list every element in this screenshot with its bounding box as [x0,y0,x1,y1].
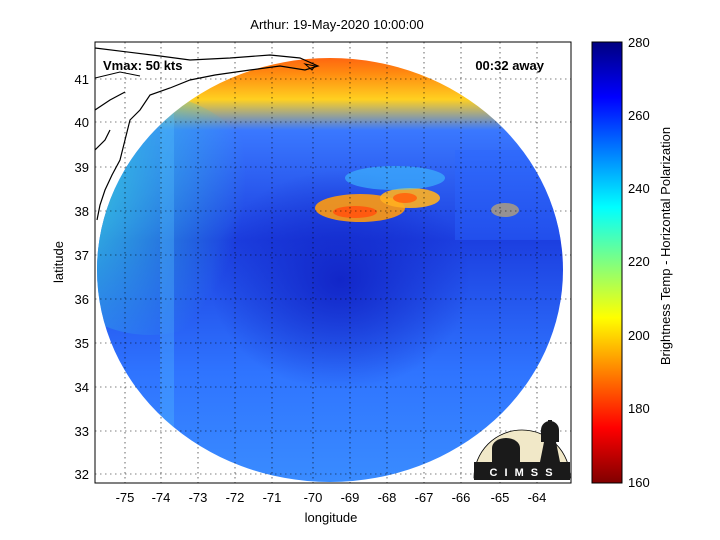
x-tick-label: -65 [491,490,510,505]
coastline-islands [95,63,316,79]
map-area: C I M S S [95,42,571,483]
y-tick-label: 34 [75,380,89,395]
figure-title: Arthur: 19-May-2020 10:00:00 [250,17,423,32]
y-tick-label: 41 [75,72,89,87]
y-tick-labels: 41 40 39 38 37 36 35 34 33 32 [75,72,89,482]
y-tick-label: 40 [75,115,89,130]
x-tick-label: -64 [528,490,547,505]
y-tick-label: 37 [75,248,89,263]
y-tick-label: 35 [75,336,89,351]
time-away-label: 00:32 away [475,58,544,73]
brightness-temp-swath [97,58,563,482]
colorbar-tick-label: 180 [628,401,650,416]
colorbar-label: Brightness Temp - Horizontal Polarizatio… [658,127,673,365]
x-tick-label: -74 [152,490,171,505]
x-tick-label: -66 [452,490,471,505]
logo-text: C I M S S [489,467,554,479]
x-tick-label: -68 [378,490,397,505]
x-tick-label: -72 [226,490,245,505]
y-axis-label: latitude [51,241,66,283]
colorbar-tick-labels: 280 260 240 220 200 180 160 [628,35,650,490]
colorbar-tick-label: 240 [628,181,650,196]
grid-lines [95,42,571,483]
x-tick-label: -75 [116,490,135,505]
axes-frame [94,41,572,484]
colorbar-tick-label: 200 [628,328,650,343]
x-tick-label: -71 [263,490,282,505]
colorbar-tick-label: 280 [628,35,650,50]
observatory-icon [492,438,520,462]
x-axis-label: longitude [305,510,358,525]
y-tick-label: 39 [75,160,89,175]
x-tick-label: -70 [304,490,323,505]
y-tick-label: 38 [75,204,89,219]
colorbar-tick-label: 160 [628,475,650,490]
water-tower-icon [540,420,560,462]
x-tick-label: -69 [341,490,360,505]
colorbar [591,41,623,484]
y-tick-label: 36 [75,292,89,307]
x-tick-label: -67 [415,490,434,505]
y-tick-label: 32 [75,467,89,482]
vmax-label: Vmax: 50 kts [103,58,183,73]
coastline [95,47,320,221]
cimss-logo: C I M S S [473,420,571,480]
x-tick-label: -73 [189,490,208,505]
y-tick-label: 33 [75,424,89,439]
colorbar-tick-label: 260 [628,108,650,123]
colorbar-tick-label: 220 [628,254,650,269]
x-tick-labels: -75 -74 -73 -72 -71 -70 -69 -68 -67 -66 … [116,490,547,505]
